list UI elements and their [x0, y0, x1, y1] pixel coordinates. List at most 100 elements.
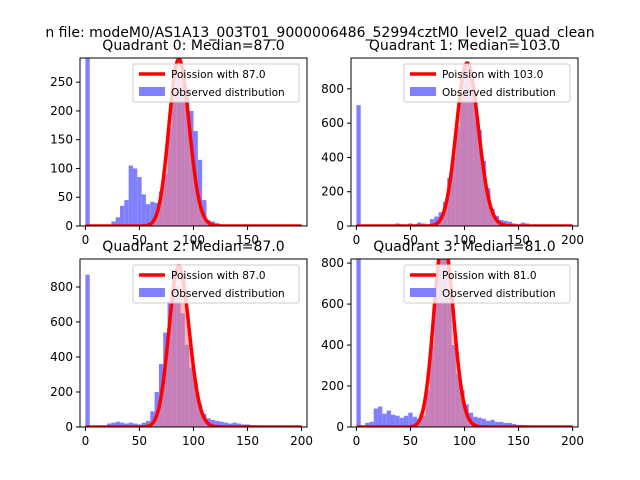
x-tick-label: 150: [236, 434, 259, 448]
histogram-bar: [399, 417, 404, 427]
histogram-bar: [365, 422, 370, 427]
poisson-line: [85, 264, 302, 427]
histogram-bar: [128, 422, 133, 427]
legend-fit-label: Poission with 81.0: [442, 270, 537, 282]
histogram-bar: [111, 422, 116, 427]
histogram-bar: [395, 415, 400, 427]
y-tick-label: 0: [65, 420, 73, 434]
histogram-bar: [412, 416, 417, 427]
legend-fit-label: Poission with 103.0: [442, 69, 543, 81]
y-tick-label: 200: [321, 379, 344, 393]
poisson-line: [85, 58, 302, 226]
subplot-quadrant-0: Quadrant 0: Median=87.0 0 50 100 150 0 50 100 15…: [50, 38, 308, 247]
subplot-title: Quadrant 0: Median=87.0: [102, 38, 284, 54]
histogram-bar: [137, 177, 142, 226]
histogram-bar: [473, 416, 478, 427]
y-tick-label: 400: [50, 350, 73, 364]
y-tick-label: 100: [50, 161, 73, 175]
histogram-bar: [494, 421, 500, 427]
histogram-bar: [215, 420, 220, 427]
x-tick-label: 50: [132, 434, 147, 448]
histogram-bar: [408, 412, 413, 427]
x-tick-label: 200: [561, 233, 584, 247]
poisson-fill: [85, 59, 302, 226]
histogram-bar: [119, 205, 125, 226]
x-tick-label: 100: [453, 233, 476, 247]
y-tick-label: 250: [50, 75, 73, 89]
histogram-bar: [373, 408, 379, 427]
histogram-bar: [503, 422, 508, 427]
legend-fit-label: Poission with 87.0: [171, 69, 266, 81]
histogram-bar: [115, 217, 120, 226]
poisson-fit: [356, 259, 573, 427]
legend-box: [403, 264, 571, 304]
x-tick-label: 0: [82, 434, 90, 448]
x-tick-label: 50: [403, 233, 418, 247]
subplot-title: Quadrant 3: Median=81.0: [373, 239, 555, 255]
histogram-bar: [434, 216, 439, 226]
y-tick-label: 150: [50, 133, 73, 147]
histogram-bar: [356, 105, 361, 226]
y-tick-label: 800: [50, 280, 73, 294]
y-tick-label: 0: [336, 219, 344, 233]
histogram-bar: [490, 419, 495, 427]
y-tick-label: 0: [65, 219, 73, 233]
x-tick-label: 100: [182, 233, 205, 247]
figure-suptitle: n file: modeM0/AS1A13_003T01_9000006486_…: [45, 25, 594, 41]
histogram-bar: [499, 421, 504, 427]
subplot-title: Quadrant 2: Median=87.0: [102, 239, 284, 255]
y-tick-label: 200: [50, 104, 73, 118]
poisson-fill: [356, 63, 573, 226]
histogram-bar: [210, 420, 216, 427]
legend-hist-label: Observed distribution: [442, 87, 556, 99]
subplot-title: Quadrant 1: Median=103.0: [369, 38, 560, 54]
legend-hist-swatch: [139, 87, 165, 96]
legend-hist-swatch: [410, 87, 436, 96]
histogram-bar: [150, 201, 155, 226]
legend-hist-label: Observed distribution: [442, 288, 556, 300]
y-tick-label: 600: [321, 297, 344, 311]
histogram-bar: [232, 422, 237, 427]
histogram-bar: [223, 422, 229, 427]
legend: Poission with 87.0 Observed distribution: [132, 63, 300, 103]
histogram-bar: [429, 219, 435, 226]
histogram-bar: [141, 194, 146, 226]
histogram-bar: [390, 414, 396, 427]
x-tick-label: 50: [403, 434, 418, 448]
x-tick-label: 200: [561, 434, 584, 448]
legend: Poission with 81.0 Observed distribution: [403, 264, 571, 304]
x-tick-label: 150: [507, 434, 530, 448]
histogram-bar: [85, 58, 90, 226]
histogram-bar: [486, 420, 491, 427]
x-tick-label: 50: [132, 233, 147, 247]
y-tick-label: 600: [50, 315, 73, 329]
legend: Poission with 87.0 Observed distribution: [132, 264, 300, 304]
legend-hist-label: Observed distribution: [171, 87, 285, 99]
histogram-bar: [378, 406, 383, 427]
x-tick-label: 0: [353, 233, 361, 247]
y-tick-label: 800: [321, 82, 344, 96]
y-tick-label: 400: [321, 338, 344, 352]
x-tick-label: 100: [182, 434, 205, 448]
y-tick-label: 800: [321, 256, 344, 270]
x-tick-label: 0: [353, 434, 361, 448]
x-tick-label: 0: [82, 233, 90, 247]
x-tick-label: 150: [507, 233, 530, 247]
poisson-line: [356, 259, 573, 427]
subplot-quadrant-1: Quadrant 1: Median=103.0 0 50 100 150 200 0 200…: [321, 38, 584, 247]
poisson-fill: [85, 266, 302, 427]
y-tick-label: 50: [58, 190, 73, 204]
histogram-bar: [141, 422, 146, 427]
histogram-bar: [132, 168, 138, 226]
poisson-fit: [85, 264, 302, 427]
histogram-bar: [150, 411, 155, 427]
poisson-fit: [85, 58, 302, 226]
histogram-bar: [145, 420, 151, 427]
legend-hist-label: Observed distribution: [171, 288, 285, 300]
histogram-bar: [386, 410, 391, 427]
y-tick-label: 400: [321, 150, 344, 164]
histogram-bar: [124, 200, 129, 226]
x-tick-label: 150: [236, 233, 259, 247]
histogram-bar: [128, 165, 133, 226]
histogram-bar: [356, 259, 361, 427]
